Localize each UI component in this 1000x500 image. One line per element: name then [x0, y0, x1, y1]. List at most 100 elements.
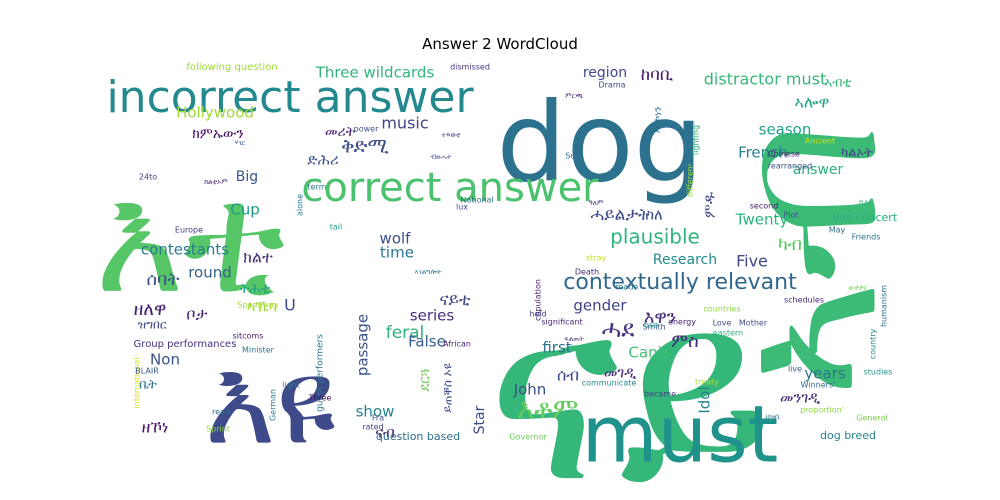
cloud-word: became: [644, 390, 676, 399]
cloud-word: Group performances: [134, 339, 237, 350]
cloud-word: correct answer: [301, 165, 599, 211]
cloud-word: international: [133, 358, 142, 409]
cloud-word: humanism: [880, 285, 889, 327]
cloud-word: May: [829, 226, 846, 235]
cloud-word: wolf: [380, 230, 412, 248]
cloud-word: time: [380, 244, 414, 262]
cloud-word: Death: [575, 268, 599, 277]
cloud-word: dismissed: [450, 63, 490, 72]
cloud-word: ክምኡውን: [192, 126, 244, 142]
cloud-word: live: [788, 365, 802, 374]
cloud-word: ኣብቲ: [825, 76, 852, 91]
cloud-word: Twenty: [735, 211, 789, 229]
cloud-word: ከባቢ: [641, 65, 674, 85]
cloud-word: Ancient: [805, 137, 835, 146]
cloud-word: እዩ: [204, 333, 335, 472]
cloud-word: dog breed: [820, 429, 876, 442]
cloud-word: season: [759, 121, 812, 139]
cloud-word: Research: [653, 252, 717, 268]
cloud-word: must: [582, 390, 779, 480]
cloud-word: Sun: [565, 152, 580, 161]
cloud-word: show: [356, 403, 395, 421]
cloud-word: read: [212, 408, 230, 417]
cloud-word: Hollywood: [176, 104, 254, 122]
cloud-word: ብዙሓት: [431, 153, 452, 161]
cloud-word: Plot: [783, 211, 798, 220]
cloud-word: ስለ: [645, 206, 663, 224]
cloud-word: መሪት: [325, 124, 356, 140]
cloud-word: years: [804, 365, 845, 383]
cloud-word: ዘኾነ: [142, 418, 169, 437]
cloud-word: Smith: [642, 323, 665, 332]
cloud-word: ናይ: [487, 246, 773, 500]
cloud-word: ዝግበር: [137, 318, 166, 332]
cloud-word: Star: [472, 405, 488, 434]
cloud-word: Three: [308, 394, 332, 403]
cloud-word: Love: [713, 319, 732, 328]
cloud-word: ናይቲ: [440, 290, 471, 310]
cloud-word: Three wildcards: [315, 64, 435, 82]
cloud-word: መገዲ: [604, 364, 636, 382]
cloud-word: eastern: [713, 329, 743, 338]
cloud-word: lux: [456, 203, 468, 212]
cloud-word: Canis: [628, 344, 669, 362]
cloud-word: first: [542, 339, 571, 357]
cloud-word: ትሕቲ: [240, 281, 271, 297]
cloud-word: Non: [150, 351, 180, 369]
cloud-word: ደርጓ: [417, 369, 433, 392]
cloud-word: ዓለም: [589, 199, 604, 207]
cloud-word: General: [856, 414, 888, 423]
cloud-word: Mother: [739, 319, 768, 328]
cloud-word: ፍልጠት: [564, 335, 584, 343]
cloud-word: Friends: [852, 233, 881, 242]
cloud-word: ኩሉ: [859, 198, 869, 206]
cloud-word: guest performers: [316, 334, 326, 412]
cloud-word: እዋን: [644, 307, 677, 328]
cloud-word: ኣይኮነን: [653, 107, 664, 134]
cloud-word: plausible: [610, 225, 700, 249]
cloud-word: studies: [864, 368, 893, 377]
cloud-word: U: [284, 296, 296, 315]
cloud-word: ኣሎዋ: [795, 93, 830, 112]
cloud-word: use: [644, 321, 658, 330]
cloud-word: light: [282, 381, 300, 390]
cloud-word: Five: [736, 252, 768, 271]
cloud-word: following question: [186, 62, 277, 73]
cloud-word: made: [616, 283, 639, 292]
cloud-word: Minister: [242, 346, 275, 355]
cloud-word: False: [408, 333, 446, 351]
cloud-word: John: [513, 381, 547, 399]
cloud-word: stray: [586, 254, 606, 263]
cloud-word: እቶም: [517, 392, 578, 425]
cloud-word: ህዝቢ: [766, 413, 781, 421]
cloud-word: country: [869, 328, 878, 359]
cloud-word: copulation: [534, 279, 543, 321]
cloud-word: National: [460, 196, 493, 205]
cloud-word: music: [381, 114, 428, 133]
cloud-word: ክልቲኦም: [204, 178, 228, 186]
cloud-word: German: [269, 389, 278, 421]
cloud-word: ሰባት: [146, 269, 179, 290]
cloud-word: schedules: [784, 296, 824, 305]
cloud-word: Chinese: [768, 150, 800, 159]
cloud-word: Drama: [598, 81, 625, 90]
cloud-word: Idol: [696, 386, 714, 413]
cloud-word: contestants: [141, 241, 229, 259]
cloud-word: ውድድር: [848, 284, 868, 292]
cloud-word: ቅድሚ: [341, 134, 389, 158]
cloud-word: 24to: [139, 173, 157, 182]
cloud-word: rearranged: [768, 162, 812, 171]
cloud-word: ቦታ: [186, 305, 207, 324]
cloud-word: ሓይልታት: [590, 205, 650, 225]
cloud-word: ሓደ: [602, 315, 635, 343]
cloud-word: ምርጫ: [565, 92, 583, 100]
cloud-word: answer: [793, 162, 844, 178]
cloud-word: እቲ: [95, 153, 285, 327]
cloud-word: ናብ: [375, 424, 395, 442]
cloud-word: region: [583, 65, 627, 81]
cloud-word: ድሕሪ: [307, 151, 339, 169]
cloud-word: treaty: [695, 378, 719, 387]
cloud-word: contextually relevant: [563, 270, 797, 295]
cloud-word: ካልኦት: [841, 146, 873, 161]
